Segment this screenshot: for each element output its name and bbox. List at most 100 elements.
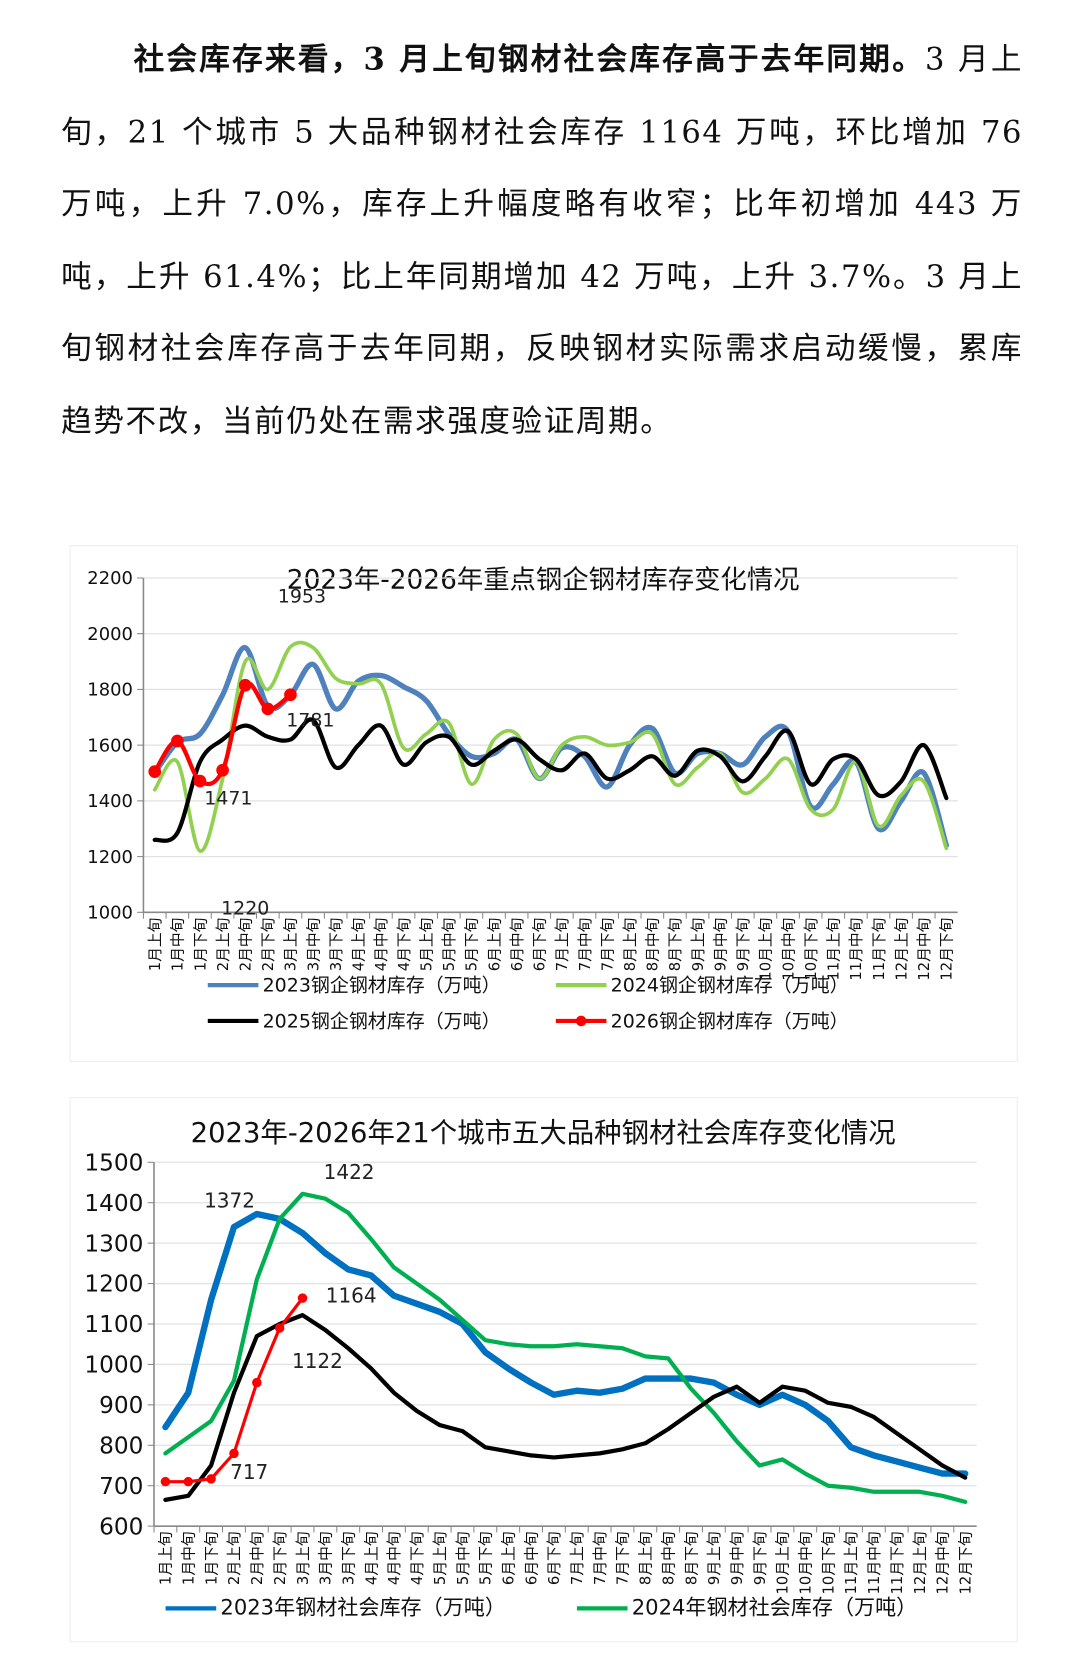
x-tick-label: 4月上旬 <box>351 918 368 972</box>
y-tick-label: 1000 <box>84 1352 143 1379</box>
y-tick-label: 700 <box>99 1473 143 1500</box>
x-tick-label: 5月下旬 <box>478 1531 495 1585</box>
x-tick-label: 10月中旬 <box>780 918 797 981</box>
x-tick-label: 2月下旬 <box>260 918 277 972</box>
x-tick-label: 7月上旬 <box>554 918 571 972</box>
x-tick-label: 4月下旬 <box>396 918 413 972</box>
paragraph-body: 3 月上旬，21 个城市 5 大品种钢材社会库存 1164 万吨，环比增加 76… <box>61 41 1024 439</box>
chart-svg-2: 2023年-2026年21个城市五大品种钢材社会库存变化情况 600 700 800 9… <box>84 1118 977 1620</box>
x-tick-label: 2月中旬 <box>249 1531 266 1585</box>
x-tick-label: 5月中旬 <box>441 918 458 972</box>
x-tick-label: 7月下旬 <box>599 918 616 972</box>
x-tick-label: 9月中旬 <box>712 918 729 972</box>
chart-title: 2023年-2026年21个城市五大品种钢材社会库存变化情况 <box>191 1118 896 1149</box>
data-point <box>216 763 229 777</box>
y-tick-label: 1800 <box>87 680 133 701</box>
x-tick-label: 9月下旬 <box>752 1531 769 1585</box>
y-tick-label: 600 <box>99 1513 143 1540</box>
data-point <box>274 1323 285 1333</box>
x-tick-label: 8月上旬 <box>638 1531 655 1585</box>
x-tick-label: 4月下旬 <box>409 1531 426 1585</box>
x-tick-label: 12月上旬 <box>893 918 910 981</box>
x-tick-label: 6月下旬 <box>532 918 549 972</box>
x-tick-label: 3月上旬 <box>283 918 300 972</box>
x-tick-label: 5月上旬 <box>418 918 435 972</box>
x-tick-label: 10月下旬 <box>820 1531 837 1594</box>
y-tick-label: 1200 <box>87 847 133 868</box>
x-tick-label: 9月上旬 <box>706 1531 723 1585</box>
x-tick-label: 1月中旬 <box>170 918 187 972</box>
data-point <box>238 678 252 692</box>
y-tick-label: 1000 <box>87 903 133 924</box>
x-tick-label: 12月中旬 <box>935 1531 952 1594</box>
x-tick-label: 6月上旬 <box>486 918 503 972</box>
x-tick-label: 6月上旬 <box>500 1531 517 1585</box>
x-tick-label: 12月上旬 <box>912 1531 929 1594</box>
x-tick-label: 6月中旬 <box>523 1531 540 1585</box>
x-tick-label: 3月上旬 <box>295 1531 312 1585</box>
y-tick-label: 1200 <box>84 1271 143 1298</box>
chart-svg-1: 2023年-2026年重点钢企钢材库存变化情况 1000 1200 1400 1600 1… <box>87 566 958 1032</box>
x-tick-label: 11月上旬 <box>843 1531 860 1594</box>
x-tick-label: 9月中旬 <box>729 1531 746 1585</box>
x-tick-label: 11月下旬 <box>889 1531 906 1594</box>
series-line-1 <box>152 640 949 853</box>
data-point <box>284 688 297 702</box>
y-tick-label: 1100 <box>84 1311 143 1338</box>
data-point <box>261 702 275 716</box>
data-point <box>148 765 162 778</box>
x-tick-label: 8月下旬 <box>667 918 684 972</box>
x-tick-label: 12月中旬 <box>916 918 933 981</box>
x-tick-label: 9月上旬 <box>690 918 707 972</box>
x-tick-label: 3月下旬 <box>328 918 345 972</box>
legend-marker <box>575 1015 587 1027</box>
data-point <box>193 774 207 788</box>
x-tick-label: 10月中旬 <box>798 1531 815 1594</box>
legend-label: 2026钢企钢材库存（万吨） <box>611 1010 849 1032</box>
paragraph-lead: 社会库存来看，3 月上旬钢材社会库存高于去年同期。 <box>132 41 926 77</box>
x-tick-label: 3月下旬 <box>341 1531 358 1585</box>
x-tick-label: 2月上旬 <box>215 918 232 972</box>
series-line-2 <box>152 717 949 843</box>
x-tick-label: 10月上旬 <box>775 1531 792 1594</box>
x-tick-label: 1月上旬 <box>158 1531 175 1585</box>
x-tick-label: 9月下旬 <box>735 918 752 972</box>
x-tick-label: 5月上旬 <box>432 1531 449 1585</box>
data-label: 1422 <box>324 1160 375 1184</box>
series-line-0 <box>162 1210 969 1477</box>
x-tick-label: 4月上旬 <box>363 1531 380 1585</box>
legend-label: 2023年钢材社会库存（万吨） <box>220 1595 506 1620</box>
x-tick-label: 8月下旬 <box>683 1531 700 1585</box>
x-tick-label: 8月上旬 <box>622 918 639 972</box>
x-tick-label: 10月下旬 <box>803 918 820 981</box>
article-paragraph: 社会库存来看，3 月上旬钢材社会库存高于去年同期。3 月上旬，21 个城市 5 … <box>61 23 1023 457</box>
x-tick-label: 8月中旬 <box>645 918 662 972</box>
y-tick-label: 800 <box>99 1432 143 1459</box>
x-tick-label: 2月下旬 <box>272 1531 289 1585</box>
data-label: 717 <box>230 1460 268 1484</box>
y-tick-label: 1400 <box>87 791 133 812</box>
x-tick-label: 5月中旬 <box>455 1531 472 1585</box>
x-tick-label: 12月下旬 <box>957 1531 974 1594</box>
x-tick-label: 11月中旬 <box>848 918 865 981</box>
data-label: 1220 <box>221 897 269 919</box>
y-tick-label: 1600 <box>87 735 133 756</box>
x-tick-label: 7月中旬 <box>577 918 594 972</box>
data-point <box>252 1377 262 1388</box>
series-line-2 <box>163 1312 968 1502</box>
x-tick-label: 11月中旬 <box>866 1531 883 1594</box>
y-tick-label: 2000 <box>87 624 133 645</box>
chart-title: 2023年-2026年重点钢企钢材库存变化情况 <box>287 566 800 596</box>
x-tick-label: 8月中旬 <box>660 1531 677 1585</box>
x-tick-label: 7月下旬 <box>615 1531 632 1585</box>
x-tick-label: 2月上旬 <box>226 1531 243 1585</box>
legend-label: 2025钢企钢材库存（万吨） <box>263 1010 501 1032</box>
data-point <box>229 1448 239 1459</box>
x-tick-label: 3月中旬 <box>305 918 322 972</box>
x-tick-label: 7月上旬 <box>569 1531 586 1585</box>
x-tick-label: 4月中旬 <box>386 1531 403 1585</box>
data-label: 1471 <box>204 787 252 809</box>
y-tick-label: 2200 <box>87 568 133 589</box>
data-label: 1122 <box>292 1349 343 1373</box>
x-tick-label: 11月上旬 <box>826 918 843 981</box>
